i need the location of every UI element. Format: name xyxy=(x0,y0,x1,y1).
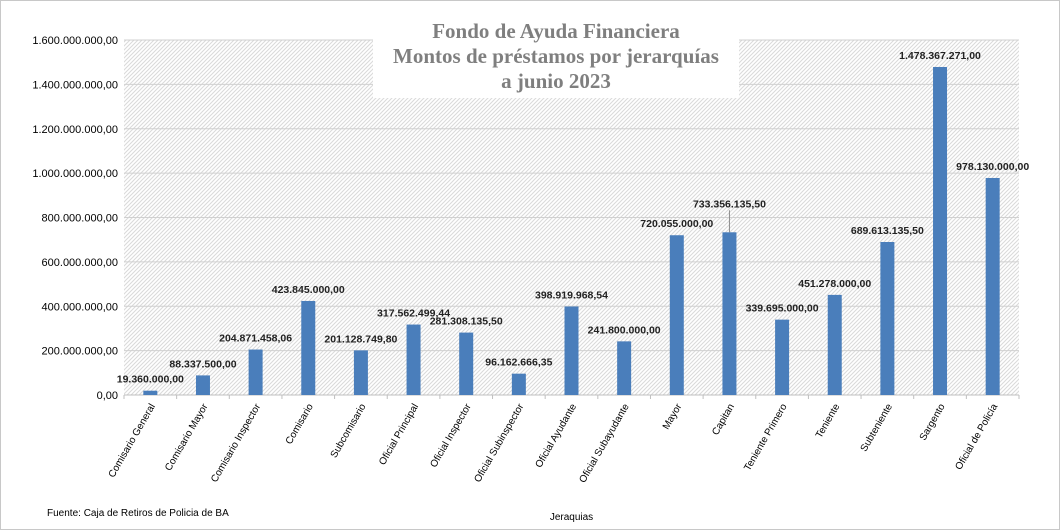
bar xyxy=(722,232,737,395)
x-tick-label: Subteniente xyxy=(859,402,895,454)
data-label: 317.562.499,44 xyxy=(377,308,450,320)
data-label: 720.055.000,00 xyxy=(640,218,713,230)
x-tick-label: Comisario xyxy=(284,402,316,447)
x-tick-label: Capitan xyxy=(710,402,737,437)
y-axis-ticks: 0,00 200.000.000,00 400.000.000,00 600.000.… xyxy=(32,35,118,402)
data-label: 19.360.000,00 xyxy=(117,374,184,386)
bar xyxy=(827,294,842,395)
y-tick-label: 1.600.000.000,00 xyxy=(32,35,118,47)
bar xyxy=(511,373,526,395)
y-tick-label: 600.000.000,00 xyxy=(42,257,118,269)
chart-title-line-1: Fondo de Ayuda Financiera xyxy=(432,19,680,43)
data-label: 451.278.000,00 xyxy=(798,278,871,290)
chart-title: Fondo de Ayuda Financiera Montos de prés… xyxy=(373,17,739,98)
data-label: 339.695.000,00 xyxy=(746,303,819,315)
chart-title-line-2: Montos de préstamos por jerarquías xyxy=(393,44,719,68)
x-tick-label: Comisario Inspector xyxy=(209,401,263,484)
y-tick-label: 200.000.000,00 xyxy=(42,346,118,358)
data-label: 204.871.458,06 xyxy=(219,333,292,345)
x-tick-label: Oficial Subinspector xyxy=(472,401,526,484)
data-label: 689.613.135,50 xyxy=(851,225,924,237)
data-label: 96.162.666,35 xyxy=(485,357,552,369)
bars xyxy=(143,66,1000,396)
x-tick-label: Oficial de Policía xyxy=(954,402,1001,472)
bar xyxy=(880,241,895,395)
data-label: 978.130.000,00 xyxy=(956,161,1029,173)
bar xyxy=(775,319,790,395)
x-tick-label: Oficial Ayudante xyxy=(534,402,580,470)
data-labels: 19.360.000,00 88.337.500,00 204.871.458,06… xyxy=(117,50,1030,386)
data-label: 733.356.135,50 xyxy=(693,198,766,210)
y-tick-label: 1.200.000.000,00 xyxy=(32,124,118,136)
bar xyxy=(195,375,210,395)
data-label: 398.919.968,54 xyxy=(535,289,608,301)
data-label: 88.337.500,00 xyxy=(169,358,236,370)
x-axis-ticks: Comisario General Comisario MayorComisari… xyxy=(107,395,1020,485)
bar xyxy=(933,66,948,396)
y-tick-label: 0,00 xyxy=(97,390,118,402)
x-axis-title: Jeraquias xyxy=(550,512,593,523)
bar xyxy=(353,350,368,395)
x-tick-label: Mayor xyxy=(661,401,685,431)
y-tick-label: 800.000.000,00 xyxy=(42,213,118,225)
x-tick-label: Teniente Primero xyxy=(742,402,790,473)
bar xyxy=(617,341,632,395)
data-label: 281.308.135,50 xyxy=(430,316,503,328)
y-tick-label: 1.400.000.000,00 xyxy=(32,79,118,91)
x-tick-label: Teniente xyxy=(814,402,843,441)
y-tick-label: 1.000.000.000,00 xyxy=(32,168,118,180)
x-tick-label: Oficial Principal xyxy=(377,402,421,467)
y-tick-label: 400.000.000,00 xyxy=(42,301,118,313)
source-note: Fuente: Caja de Retiros de Policia de BA xyxy=(47,508,229,519)
x-tick-label: Comisario General xyxy=(107,402,158,480)
bar xyxy=(669,235,684,395)
bar xyxy=(248,349,263,395)
x-tick-label: Subcomisario xyxy=(329,402,369,460)
x-tick-label: Oficial Subayudante xyxy=(577,402,631,485)
data-label: 241.800.000,00 xyxy=(588,324,661,336)
bar xyxy=(143,390,158,395)
bar xyxy=(459,332,474,395)
data-label: 201.128.749,80 xyxy=(324,333,397,345)
bar xyxy=(301,300,316,395)
x-tick-label: Sargento xyxy=(918,402,948,443)
bar xyxy=(985,177,1000,395)
bar xyxy=(564,306,579,395)
bar xyxy=(406,324,421,395)
x-tick-label: Comisario Mayor xyxy=(163,401,211,473)
data-label: 423.845.000,00 xyxy=(272,284,345,296)
x-tick-label: Oficial Inspector xyxy=(428,401,474,469)
data-label: 1.478.367.271,00 xyxy=(899,50,981,62)
chart-title-line-3: a junio 2023 xyxy=(501,69,611,93)
